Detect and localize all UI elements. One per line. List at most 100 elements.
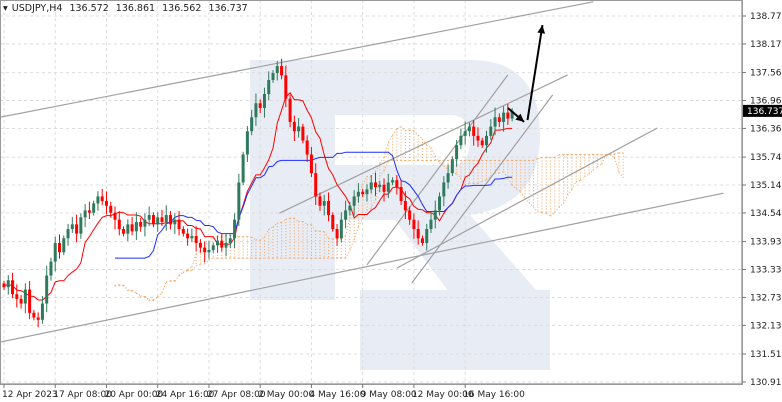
cloud-dot	[315, 240, 317, 242]
cloud-dot	[199, 259, 201, 261]
cloud-dot	[528, 163, 530, 165]
cloud-dot	[328, 244, 330, 246]
senkou-span-a	[259, 236, 265, 241]
cloud-dot	[242, 245, 244, 247]
cloud-dot	[387, 142, 389, 144]
cloud-dot	[357, 207, 359, 209]
senkou-span-b	[178, 271, 184, 276]
cloud-dot	[520, 166, 522, 168]
cloud-dot	[349, 226, 351, 228]
cloud-dot	[387, 145, 389, 147]
cloud-dot	[537, 179, 539, 181]
cloud-dot	[152, 300, 154, 302]
cloud-dot	[208, 259, 210, 261]
cloud-dot	[310, 251, 312, 253]
cloud-dot	[554, 157, 556, 159]
cloud-dot	[281, 249, 283, 251]
candle-body	[104, 201, 108, 206]
senkou-span-b	[349, 239, 355, 251]
cloud-dot	[554, 187, 556, 189]
cloud-dot	[571, 172, 573, 174]
candle-body	[40, 303, 44, 320]
senkou-span-a	[247, 236, 252, 238]
candle-body	[83, 210, 87, 218]
cloud-dot	[272, 256, 274, 258]
cloud-dot	[545, 169, 547, 171]
cloud-dot	[622, 164, 624, 166]
trendlines[interactable]	[0, 1, 724, 343]
cloud-dot	[584, 169, 586, 171]
cloud-dot	[520, 172, 522, 174]
senkou-span-b	[353, 226, 359, 240]
cloud-dot	[310, 245, 312, 247]
cloud-dot	[328, 247, 330, 249]
cloud-dot	[597, 160, 599, 162]
senkou-span-a	[533, 206, 539, 213]
senkou-span-b	[131, 290, 137, 294]
cloud-dot	[357, 222, 359, 224]
cloud-dot	[289, 233, 291, 235]
cloud-dot	[541, 205, 543, 207]
candle-body	[467, 126, 471, 132]
senkou-span-b	[537, 156, 543, 160]
cloud-dot	[477, 172, 479, 174]
cloud-dot	[618, 164, 620, 166]
cloud-dot	[571, 184, 573, 186]
cloud-dot	[204, 261, 206, 263]
cloud-dot	[520, 169, 522, 171]
cloud-dot	[528, 193, 530, 195]
senkou-span-a	[195, 250, 201, 255]
cloud-dot	[306, 245, 308, 247]
cloud-dot	[409, 154, 411, 156]
candle-body	[292, 121, 296, 132]
cloud-dot	[319, 243, 321, 245]
cloud-dot	[255, 254, 257, 256]
y-tick-label: 135.145	[750, 181, 782, 191]
cloud-dot	[567, 193, 569, 195]
senkou-span-a	[464, 182, 470, 186]
candle-body	[288, 98, 292, 122]
cloud-dot	[242, 239, 244, 241]
cloud-dot	[251, 249, 253, 251]
cloud-dot	[251, 252, 253, 254]
cloud-dot	[588, 172, 590, 174]
cloud-dot	[276, 253, 278, 255]
senkou-span-b	[554, 154, 560, 158]
y-tick-label: 133.930	[750, 238, 782, 248]
cloud-dot	[579, 160, 581, 162]
cloud-dot	[618, 161, 620, 163]
cloud-dot	[511, 181, 513, 183]
cloud-dot	[263, 246, 265, 248]
cloud-dot	[379, 163, 381, 165]
cloud-dot	[567, 160, 569, 162]
candle-body	[190, 235, 194, 239]
senkou-span-b	[204, 258, 210, 265]
cloud-dot	[545, 199, 547, 201]
cloud-dot	[413, 139, 415, 141]
cloud-dot	[550, 181, 552, 183]
cloud-dot	[212, 255, 214, 257]
cloud-dot	[618, 155, 620, 157]
cloud-dot	[199, 256, 201, 258]
collapse-triangle-icon[interactable]: ▾	[3, 3, 8, 14]
candle-body	[476, 135, 480, 141]
cloud-dot	[494, 166, 496, 168]
senkou-span-a	[554, 207, 560, 213]
cloud-dot	[319, 234, 321, 236]
senkou-span-b	[610, 154, 615, 159]
cloud-dot	[579, 166, 581, 168]
cloud-dot	[541, 172, 543, 174]
cloud-dot	[281, 252, 283, 254]
cloud-dot	[515, 178, 517, 180]
senkou-span-a	[511, 184, 517, 190]
plot-border	[0, 0, 743, 385]
candle-body	[28, 289, 32, 313]
kijun-sen-line	[115, 151, 513, 259]
candle-body	[403, 201, 407, 211]
cloud-dot	[571, 175, 573, 177]
cloud-dot	[592, 160, 594, 162]
cloud-dot	[554, 166, 556, 168]
cloud-dot	[477, 178, 479, 180]
senkou-span-a	[580, 176, 586, 181]
